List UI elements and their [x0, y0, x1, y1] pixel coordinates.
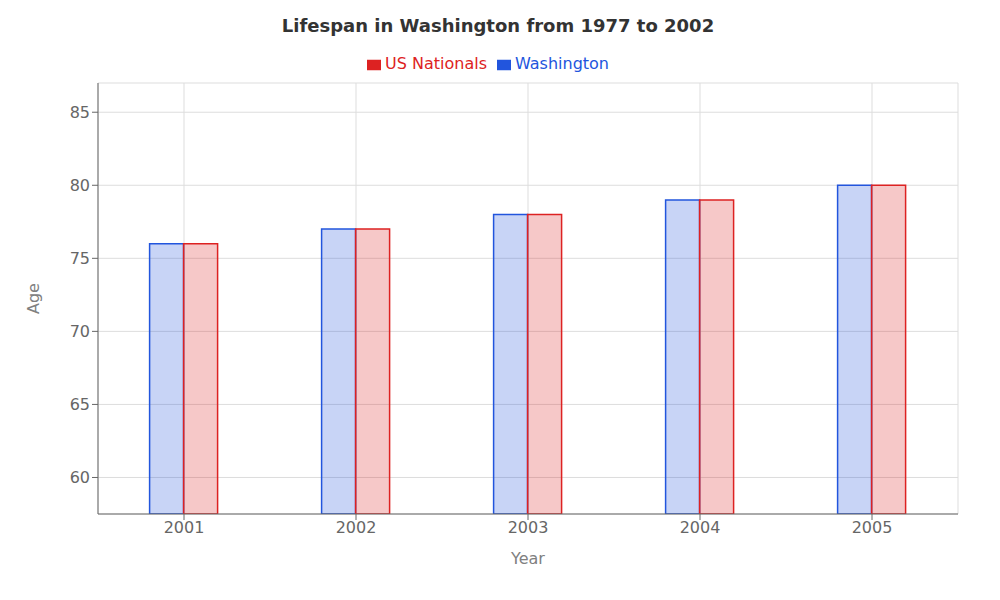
svg-text:Year: Year: [510, 549, 545, 568]
html-text:Washington: Washington: [515, 54, 609, 73]
svg-text:2001: 2001: [164, 518, 205, 537]
svg-text:2005: 2005: [852, 518, 893, 537]
html-text:Lifespan in Washington from 19: Lifespan in Washington from 1977 to 2002: [281, 15, 715, 36]
svg-text:2003: 2003: [508, 518, 549, 537]
svg-text:70: 70: [70, 322, 90, 341]
svg-text:2004: 2004: [680, 518, 721, 537]
svg-text:65: 65: [70, 395, 90, 414]
svg-text:80: 80: [70, 176, 90, 195]
svg-text:85: 85: [70, 103, 90, 122]
html-text:US Nationals: US Nationals: [385, 54, 487, 73]
svg-text:75: 75: [70, 249, 90, 268]
svg-text:2002: 2002: [336, 518, 377, 537]
svg-text:Age: Age: [24, 283, 43, 314]
svg-text:60: 60: [70, 468, 90, 487]
